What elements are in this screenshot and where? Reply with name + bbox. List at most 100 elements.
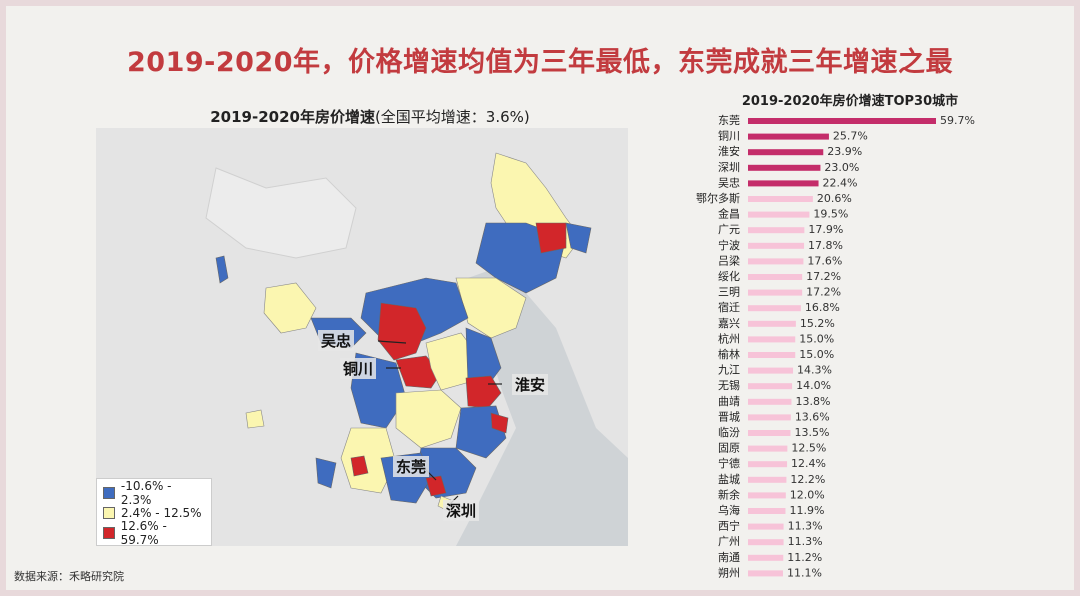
bar-category-label: 榆林 xyxy=(718,347,740,361)
bar-value-label: 15.0% xyxy=(799,348,834,361)
map-title-rest: (全国平均增速：3.6%) xyxy=(374,108,530,126)
bar-category-label: 固原 xyxy=(718,442,740,455)
bar-value-label: 13.6% xyxy=(795,410,830,423)
yunnan-region xyxy=(340,427,397,494)
bar-category-label: 乌海 xyxy=(718,503,740,517)
bar xyxy=(748,554,784,561)
legend-swatch-yellow xyxy=(103,507,115,519)
bar xyxy=(748,196,813,202)
bar-category-label: 东莞 xyxy=(718,114,740,127)
bar-category-label: 三明 xyxy=(718,286,740,299)
bar-category-label: 曲靖 xyxy=(718,395,740,408)
bar-chart-title: 2019-2020年房价增速TOP30城市 xyxy=(741,94,959,109)
bar-category-label: 朔州 xyxy=(718,566,740,579)
bar-value-label: 11.9% xyxy=(789,504,824,517)
urumqi-region xyxy=(215,255,229,284)
sea-area xyxy=(456,268,628,546)
bar-category-label: 宁波 xyxy=(718,238,740,252)
northeast-blue xyxy=(565,222,592,254)
bar-value-label: 11.1% xyxy=(787,566,822,579)
bar-category-label: 吕梁 xyxy=(718,253,740,267)
callout-dongguan: 东莞 xyxy=(393,456,430,477)
bar-value-label: 59.7% xyxy=(940,114,975,127)
legend-item: 2.4% - 12.5% xyxy=(103,503,205,523)
wuzhong-line xyxy=(377,340,407,344)
bar-value-label: 11.2% xyxy=(787,551,822,564)
bar xyxy=(748,414,791,421)
callout-shenzhen: 深圳 xyxy=(443,500,480,521)
bar xyxy=(748,398,792,405)
bar-value-label: 22.4% xyxy=(823,176,858,189)
bar-category-label: 盐城 xyxy=(718,473,740,486)
bar xyxy=(748,445,788,452)
legend-swatch-blue xyxy=(103,487,115,499)
bar xyxy=(748,274,803,280)
bar xyxy=(748,352,796,358)
bar-category-label: 新余 xyxy=(718,487,740,501)
bar-value-label: 17.9% xyxy=(808,223,843,236)
suihua-region xyxy=(535,222,567,254)
bar-category-label: 广元 xyxy=(718,223,740,236)
china-map xyxy=(96,128,628,546)
bar xyxy=(748,367,794,374)
bar-value-label: 20.6% xyxy=(817,192,852,205)
bar-value-label: 12.2% xyxy=(790,473,825,486)
bar-category-label: 无锡 xyxy=(718,378,740,392)
bar-value-label: 17.2% xyxy=(806,286,841,299)
bar xyxy=(748,336,796,343)
bar xyxy=(748,149,824,156)
bar-category-label: 铜川 xyxy=(718,129,740,143)
callout-huaian: 淮安 xyxy=(512,374,549,395)
lhasa-region xyxy=(245,409,265,429)
legend-swatch-red xyxy=(103,527,115,539)
legend-label: 2.4% - 12.5% xyxy=(121,506,202,520)
hebei-region xyxy=(425,332,477,391)
central-region xyxy=(395,389,462,449)
bar-value-label: 17.2% xyxy=(806,270,841,283)
tibet-blue xyxy=(315,457,337,489)
liaoning-region xyxy=(455,277,527,339)
callout-wuzhong: 吴忠 xyxy=(318,330,355,351)
bar xyxy=(748,211,810,218)
bar-category-label: 深圳 xyxy=(718,161,740,174)
bar-category-label: 吴忠 xyxy=(718,176,740,189)
bar xyxy=(748,508,786,514)
bar-value-label: 12.0% xyxy=(790,488,825,501)
bar xyxy=(748,492,786,499)
slide-title: 2019-2020年，价格增速均值为三年最低，东莞成就三年增速之最 xyxy=(127,47,953,78)
bar-category-label: 宁德 xyxy=(718,456,740,470)
bar-category-label: 临汾 xyxy=(718,425,740,439)
bar xyxy=(748,133,829,140)
bar-value-label: 15.0% xyxy=(799,332,834,345)
bar xyxy=(748,539,784,546)
bar-category-label: 九江 xyxy=(718,364,740,377)
bar xyxy=(748,461,788,468)
bar-value-label: 19.5% xyxy=(813,208,848,221)
bar-category-label: 绥化 xyxy=(718,269,740,283)
bar-value-label: 25.7% xyxy=(833,130,868,143)
bar-value-label: 11.3% xyxy=(788,520,823,533)
xinjiang-region xyxy=(263,282,317,334)
callout-tongchuan: 铜川 xyxy=(340,358,377,379)
bar-value-label: 23.0% xyxy=(824,161,859,174)
map-legend: -10.6% - 2.3% 2.4% - 12.5% 12.6% - 59.7% xyxy=(96,478,212,547)
bar-category-label: 晋城 xyxy=(718,410,740,423)
map-title-bold: 2019-2020年房价增速 xyxy=(210,108,375,126)
ordos-region xyxy=(377,302,427,361)
bar-category-label: 鄂尔多斯 xyxy=(696,191,740,205)
bar xyxy=(748,430,791,436)
bar-value-label: 15.2% xyxy=(800,317,835,330)
bar-category-label: 金昌 xyxy=(718,207,740,221)
legend-label: -10.6% - 2.3% xyxy=(120,479,172,507)
bar xyxy=(748,227,805,234)
zhejiang-red xyxy=(490,412,509,434)
bar xyxy=(748,523,784,530)
bar-value-label: 16.8% xyxy=(805,301,840,314)
bar xyxy=(748,242,805,249)
bar xyxy=(748,570,783,577)
data-source: 数据来源：禾略研究院 xyxy=(14,570,124,583)
bar-category-label: 杭州 xyxy=(718,331,740,345)
bar-category-label: 宿迁 xyxy=(718,300,740,314)
top30-bar-chart: 东莞 59.7% 铜川 25.7% 淮安 23.9% 深圳 23.0% 吴忠 22.4% 鄂尔多斯 2… xyxy=(696,114,975,579)
bar-value-label: 11.3% xyxy=(788,535,823,548)
